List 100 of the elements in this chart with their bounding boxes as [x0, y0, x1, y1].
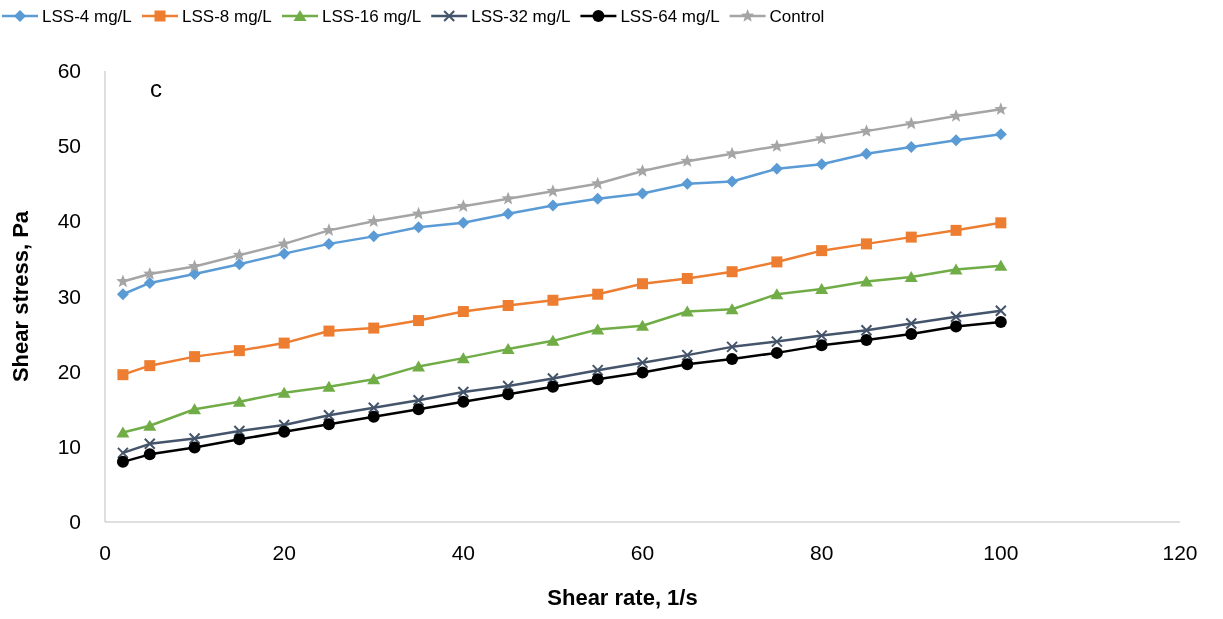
point [994, 102, 1008, 115]
point [860, 324, 873, 337]
point [905, 231, 917, 243]
point [322, 223, 336, 237]
point [501, 343, 515, 355]
point [950, 320, 963, 333]
point [546, 372, 559, 385]
point [725, 303, 739, 315]
legend-label: Control [769, 7, 825, 26]
x-tick-label: 20 [272, 541, 296, 564]
point [636, 356, 649, 369]
point [322, 418, 335, 431]
point [367, 410, 380, 423]
x-tick-label: 40 [451, 541, 476, 564]
point [771, 256, 783, 268]
point [770, 139, 784, 152]
x-tick-label: 0 [99, 541, 111, 564]
x-tick-label: 120 [1162, 541, 1198, 564]
x-tick-label: 60 [630, 541, 655, 564]
point [117, 369, 129, 381]
point [546, 184, 560, 197]
point [233, 433, 246, 446]
point [232, 395, 246, 407]
point [591, 373, 604, 386]
point [815, 329, 828, 342]
legend-label: LSS-4 mg/L [42, 7, 132, 26]
x-axis-title: Shear rate, 1/s [547, 585, 698, 610]
point [860, 334, 873, 347]
legend-label: LSS-32 mg/L [471, 7, 571, 26]
point [815, 339, 828, 352]
point [815, 131, 829, 145]
point [367, 373, 381, 385]
point [412, 360, 426, 372]
point [636, 319, 649, 331]
point [502, 388, 515, 401]
point [367, 401, 380, 414]
point [188, 403, 202, 415]
point [412, 403, 425, 416]
point [770, 346, 783, 359]
point [143, 437, 156, 450]
point [905, 317, 918, 330]
point [591, 323, 605, 335]
point [680, 154, 694, 167]
point [116, 455, 129, 468]
point [143, 266, 157, 280]
legend-label: LSS-64 mg/L [620, 7, 720, 26]
point [726, 340, 739, 353]
point [949, 109, 963, 122]
point [770, 162, 783, 175]
point [859, 275, 873, 287]
point [636, 366, 649, 379]
point [277, 236, 291, 250]
point [233, 345, 245, 357]
point [412, 394, 425, 407]
y-tick-label: 0 [69, 510, 81, 533]
legend-label: LSS-16 mg/L [322, 7, 422, 26]
point [726, 266, 738, 278]
point [502, 207, 515, 220]
point [995, 217, 1007, 229]
point [860, 147, 873, 160]
y-tick-label: 10 [57, 434, 81, 458]
point [770, 335, 783, 348]
point [815, 282, 829, 294]
point [591, 364, 604, 377]
point [143, 448, 156, 461]
point [367, 214, 381, 227]
point [457, 306, 469, 318]
point [502, 379, 515, 392]
point [860, 238, 872, 250]
point [994, 316, 1007, 329]
point [547, 294, 559, 306]
point [322, 380, 336, 392]
point [680, 305, 694, 317]
point [635, 163, 650, 177]
y-tick-label: 60 [57, 59, 81, 82]
point [411, 206, 426, 220]
point [457, 385, 470, 398]
point [950, 310, 963, 323]
point [412, 221, 425, 234]
point [116, 426, 130, 438]
point [681, 358, 694, 371]
point [905, 328, 918, 341]
point [859, 124, 874, 137]
point [188, 432, 201, 445]
point [815, 158, 828, 171]
point [681, 272, 693, 284]
point [116, 446, 129, 459]
point [233, 258, 246, 271]
point [277, 386, 291, 398]
point [636, 187, 649, 200]
point [144, 360, 156, 372]
point [994, 128, 1007, 141]
point [949, 263, 963, 275]
y-tick-label: 20 [57, 359, 81, 383]
y-tick-label: 30 [57, 284, 81, 308]
point [456, 199, 470, 212]
point [546, 380, 559, 393]
point [994, 304, 1007, 317]
point [278, 425, 291, 438]
point [457, 395, 470, 408]
